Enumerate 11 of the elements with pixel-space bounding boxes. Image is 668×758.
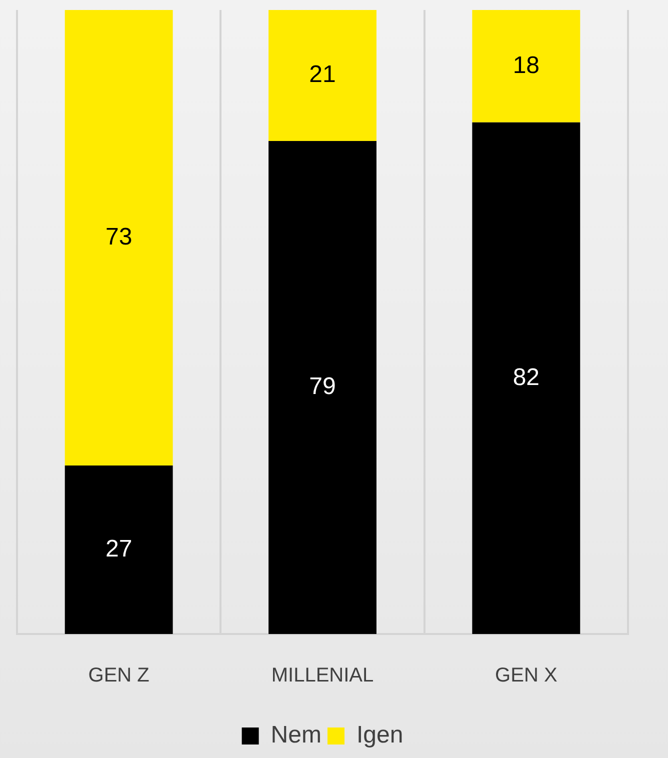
data-label: 79 — [309, 373, 336, 400]
x-tick-label: MILLENIAL — [271, 664, 374, 687]
x-tick-label: GEN X — [495, 664, 558, 687]
legend-label: Igen — [356, 722, 404, 749]
x-tick-label: GEN Z — [88, 664, 150, 687]
data-label: 18 — [512, 52, 540, 79]
legend-label: Nem — [270, 722, 322, 749]
data-label: 21 — [309, 61, 336, 88]
data-label: 82 — [512, 364, 540, 391]
data-label: 73 — [105, 223, 132, 250]
data-label: 27 — [105, 535, 132, 562]
